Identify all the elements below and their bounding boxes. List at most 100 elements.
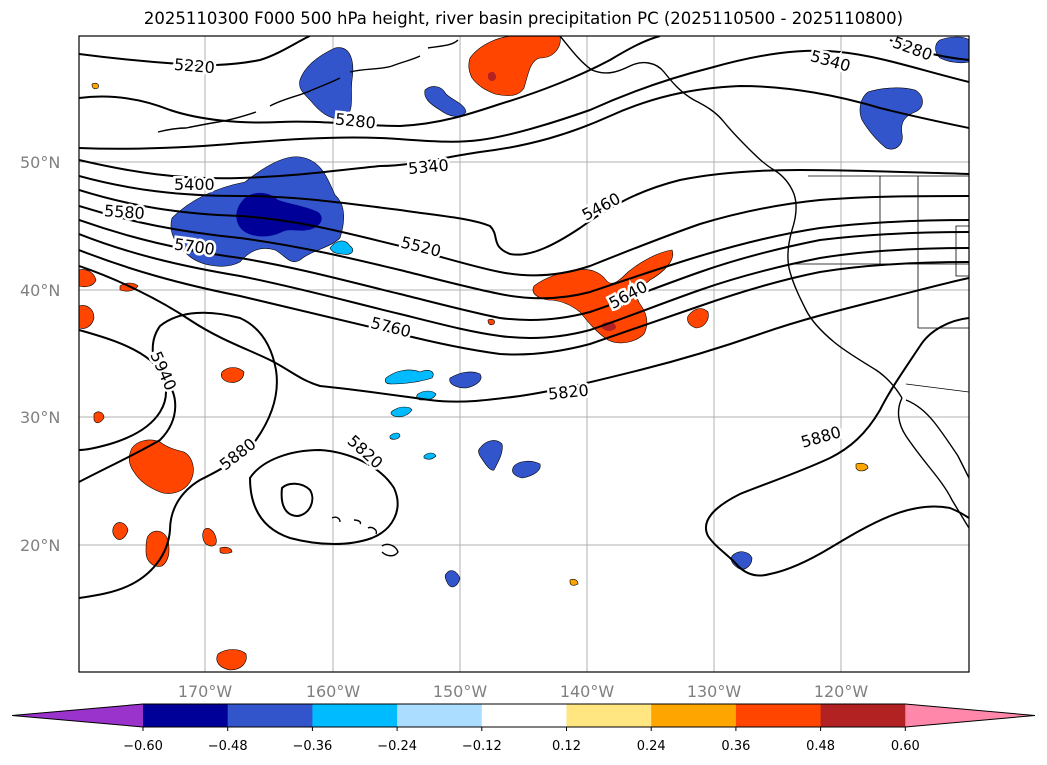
coast-aleutian-chain <box>157 111 257 133</box>
coast-west-us <box>787 229 903 399</box>
contour-5820-north <box>79 265 969 403</box>
lon-label: 150°W <box>433 682 488 701</box>
neg-region-sub-8 <box>389 432 401 440</box>
pos-region-small-a <box>220 367 245 383</box>
pos-region-small-h <box>855 462 869 472</box>
lon-label: 120°W <box>814 682 869 701</box>
colorbar-tick-label: −0.24 <box>377 739 417 754</box>
pos-region-small-b <box>93 411 105 424</box>
contour-5700 <box>79 233 969 339</box>
colorbar-segment <box>566 704 652 727</box>
colorbar <box>11 703 1036 728</box>
contour-5580 <box>79 205 969 300</box>
colorbar-segment <box>651 704 737 727</box>
precip-negative-regions <box>170 36 969 588</box>
lat-label: 40°N <box>20 281 60 300</box>
colorbar-segment <box>397 704 483 727</box>
coast-bc <box>747 147 797 231</box>
colorbar-segment <box>227 704 313 727</box>
pos-region-small-i <box>569 578 579 586</box>
pos-region-small-j <box>487 318 495 326</box>
contour-5640 <box>79 219 969 321</box>
lon-label: 170°W <box>178 682 233 701</box>
neg-region-small-2 <box>329 240 354 255</box>
latitude-labels: 50°N 40°N 30°N 20°N <box>20 153 60 555</box>
contour-5400 <box>79 84 969 180</box>
map-title: 2025110300 F000 500 hPa height, river ba… <box>143 9 904 28</box>
border-states <box>790 176 969 329</box>
colorbar-extend-low <box>12 704 143 727</box>
contour-5220 <box>79 36 311 67</box>
colorbar-tick-label: −0.48 <box>208 739 248 754</box>
colorbar-extend-high <box>905 704 1035 727</box>
colorbar-segment <box>481 704 567 727</box>
neg-region-sub-9 <box>444 570 461 588</box>
colorbar-tick-label: −0.60 <box>123 739 163 754</box>
contour-5280-west <box>79 36 661 128</box>
pos-region-alaska-core <box>488 71 496 81</box>
neg-region-sub-6 <box>512 460 541 479</box>
coast-alaska-west <box>269 39 459 107</box>
lon-label: 160°W <box>306 682 361 701</box>
contour-5520 <box>79 189 969 277</box>
coastlines <box>157 36 969 557</box>
colorbar-tick-label: 0.60 <box>891 739 920 754</box>
contour-5760 <box>79 249 969 356</box>
border-us-mexico <box>905 383 969 393</box>
map-border <box>78 35 970 673</box>
contour-5880-west <box>79 311 278 599</box>
lon-label: 130°W <box>687 682 742 701</box>
colorbar-tick-label: −0.36 <box>292 739 332 754</box>
pos-region-west-edge-2 <box>79 305 95 329</box>
colorbar-tick-label: 0.36 <box>721 739 750 754</box>
coast-hawaii <box>331 516 399 557</box>
contour-5340 <box>79 49 969 150</box>
contour-5820-ring <box>248 448 399 545</box>
neg-region-aleutian-core <box>236 192 322 237</box>
neg-region-small-1 <box>424 86 467 117</box>
neg-region-sub-2 <box>449 371 482 389</box>
contour-5460 <box>79 168 969 256</box>
political-boundaries <box>790 175 969 393</box>
coast-baja <box>897 397 969 529</box>
pos-region-small-g <box>216 649 247 671</box>
pos-region-small-d <box>145 530 170 567</box>
contour-5280-east <box>889 39 969 61</box>
colorbar-segment <box>312 704 398 727</box>
precip-positive-regions <box>79 36 869 671</box>
pos-region-wcoast <box>532 249 674 344</box>
colorbar-tick-label: 0.24 <box>637 739 666 754</box>
contour-5880-hi <box>280 482 314 518</box>
height-contours <box>79 36 969 599</box>
contour-label: 5220 <box>173 55 215 77</box>
pos-region-hawaii-w <box>128 439 194 494</box>
pos-region-wcoast-small <box>687 308 709 329</box>
pos-region-small-c <box>112 522 129 540</box>
lat-label: 20°N <box>20 536 60 555</box>
neg-region-sub-1 <box>384 369 434 385</box>
graticule <box>79 36 969 672</box>
colorbar-tick-label: 0.12 <box>552 739 581 754</box>
longitude-labels: 170°W 160°W 150°W 140°W 130°W 120°W <box>178 682 869 701</box>
colorbar-tick-label: −0.12 <box>462 739 502 754</box>
coast-gulf-calif <box>905 399 969 479</box>
colorbar-tick-labels: −0.60 −0.48 −0.36 −0.24 −0.12 0.12 0.24 0.36 0.4… <box>123 727 920 754</box>
contour-5940 <box>79 329 167 451</box>
neg-region-bering <box>299 47 354 120</box>
neg-region-bc <box>859 87 923 150</box>
contour-label: 5580 <box>103 201 145 223</box>
contour-label: 5340 <box>407 156 449 178</box>
colorbar-segment <box>820 704 906 727</box>
lat-label: 30°N <box>20 408 60 427</box>
lon-label: 140°W <box>560 682 615 701</box>
lat-label: 50°N <box>20 153 60 172</box>
contour-label: 5400 <box>174 175 215 194</box>
neg-region-sub-5 <box>478 440 503 471</box>
neg-region-sub-7 <box>423 452 437 460</box>
colorbar-segment <box>735 704 822 727</box>
colorbar-segment <box>143 704 229 727</box>
pos-region-small-f <box>219 546 233 554</box>
colorbar-tick-label: 0.48 <box>806 739 835 754</box>
contour-5880-east <box>705 317 969 577</box>
